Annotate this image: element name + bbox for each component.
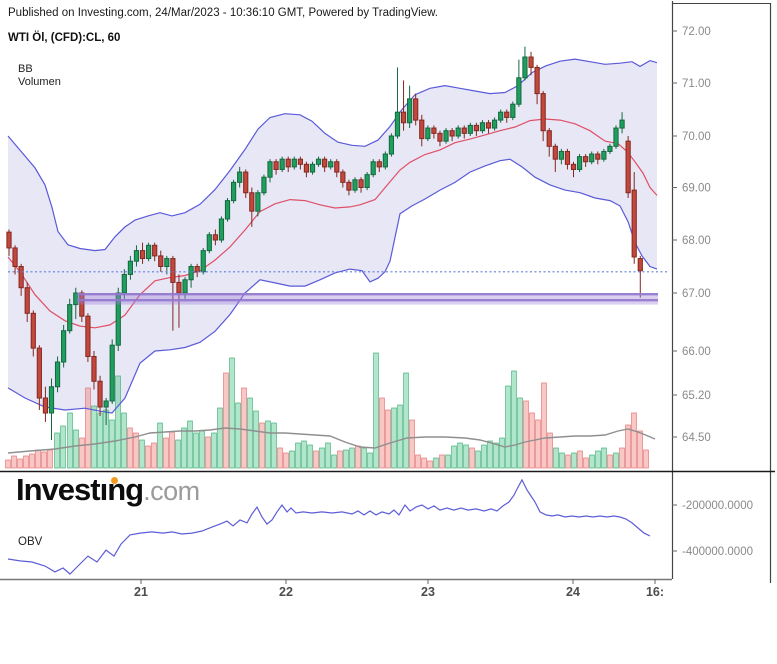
sma-line [7, 118, 658, 329]
time-axis-label: 16: [646, 585, 664, 599]
watermark-orange-dot-icon [111, 477, 118, 484]
time-axis-label: 24 [566, 585, 580, 599]
axis-labels: 72.00 71.00 70.00 69.00 68.00 67.00 66.00 65.20… [134, 26, 753, 599]
price-axis-label: 70.00 [682, 131, 711, 143]
chart-canvas: 72.00 71.00 70.00 69.00 68.00 67.00 66.00 65.20… [0, 1, 775, 599]
watermark-text: Investıng [16, 472, 144, 507]
investing-watermark: Investıng.com [16, 472, 200, 508]
watermark-suffix: .com [143, 476, 200, 506]
price-axis-label: 71.00 [682, 78, 711, 90]
volume-ma-line [7, 427, 656, 454]
volume-bars [5, 352, 649, 469]
time-axis-label: 21 [134, 585, 148, 599]
chart-frame-lines [0, 1, 775, 583]
bb-legend-label: BB [18, 63, 33, 75]
price-axis-label: 65.20 [682, 390, 711, 402]
support-zone-band [77, 293, 658, 305]
obv-axis-label: -200000.0000 [682, 500, 753, 512]
obv-line [7, 478, 651, 575]
price-axis-label: 72.00 [682, 26, 711, 38]
price-axis-label: 67.00 [682, 288, 711, 300]
time-axis-label: 23 [421, 585, 435, 599]
obv-axis-label: -400000.0000 [682, 546, 753, 558]
obv-label: OBV [18, 536, 43, 548]
price-axis-label: 68.00 [682, 235, 711, 247]
bollinger-band-lines [7, 58, 658, 414]
bollinger-band-fill [8, 59, 657, 413]
time-axis-label: 22 [279, 585, 293, 599]
instrument-title: WTI Öl, (CFD):CL, 60 [8, 32, 121, 44]
price-axis-label: 69.00 [682, 183, 711, 195]
price-axis-label: 66.00 [682, 346, 711, 358]
price-axis-label: 64.50 [682, 432, 711, 444]
indicator-legend: BB Volumen [18, 63, 61, 89]
volume-legend-label: Volumen [18, 76, 61, 88]
published-header: Published on Investing.com, 24/Mar/2023 … [8, 7, 439, 19]
